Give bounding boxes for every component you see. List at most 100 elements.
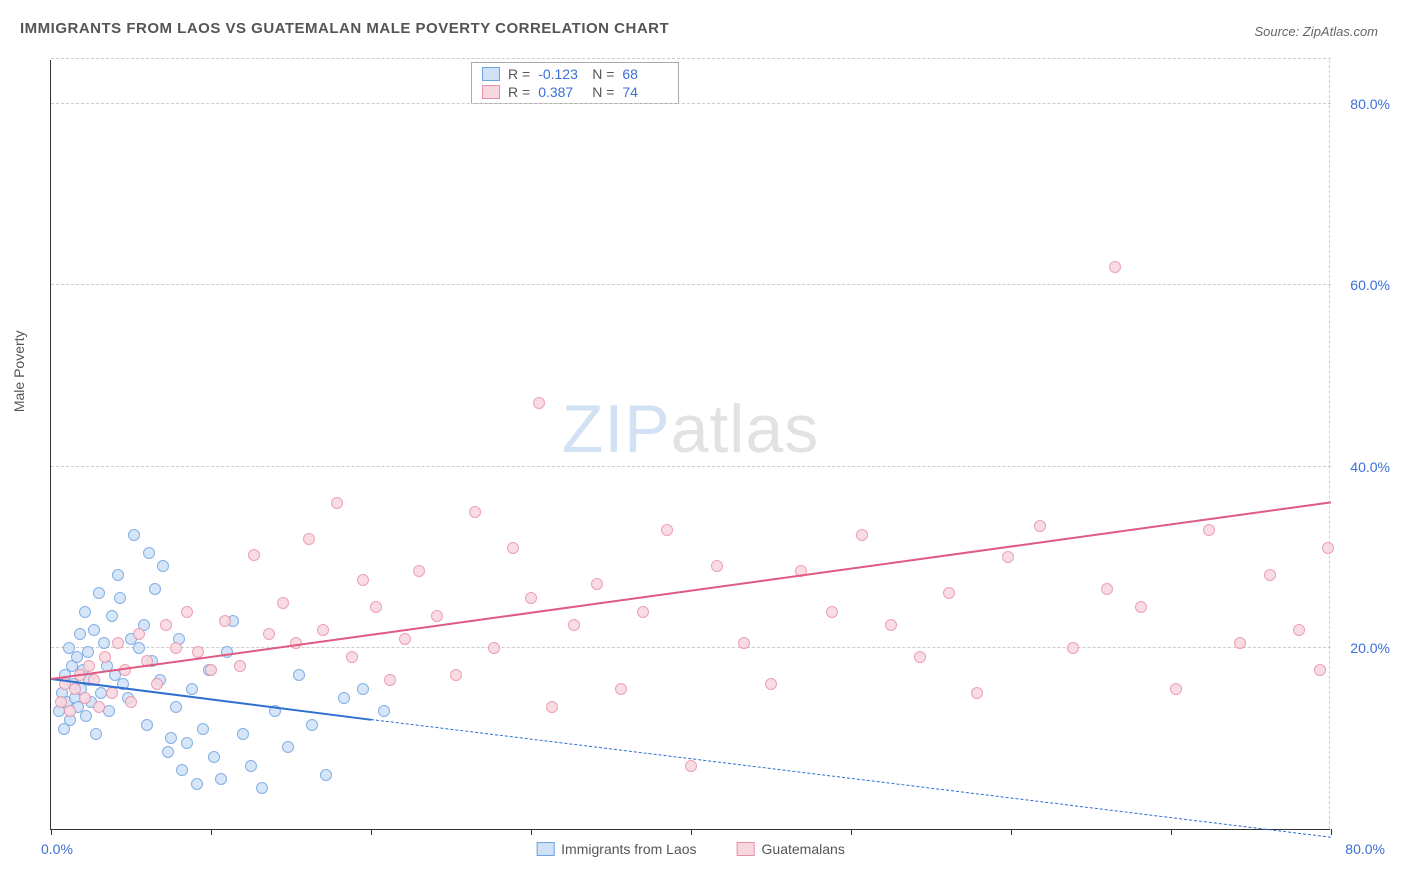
bottom-legend: Immigrants from Laos Guatemalans (536, 841, 845, 857)
scatter-point (114, 592, 126, 604)
legend-label: Guatemalans (762, 841, 845, 857)
scatter-point (99, 651, 111, 663)
scatter-point (143, 547, 155, 559)
scatter-point (320, 769, 332, 781)
x-tick (1011, 829, 1012, 835)
scatter-point (1101, 583, 1113, 595)
scatter-point (277, 597, 289, 609)
x-axis-max-label: 80.0% (1345, 841, 1385, 857)
scatter-point (317, 624, 329, 636)
scatter-point (237, 728, 249, 740)
stats-n-value: 74 (622, 84, 668, 100)
scatter-point (685, 760, 697, 772)
scatter-point (98, 637, 110, 649)
scatter-point (525, 592, 537, 604)
scatter-point (885, 619, 897, 631)
scatter-point (186, 683, 198, 695)
scatter-point (282, 741, 294, 753)
scatter-point (306, 719, 318, 731)
scatter-point (303, 533, 315, 545)
scatter-point (95, 687, 107, 699)
scatter-point (170, 701, 182, 713)
scatter-point (197, 723, 209, 735)
scatter-point (856, 529, 868, 541)
scatter-point (357, 683, 369, 695)
scatter-point (826, 606, 838, 618)
scatter-point (1067, 642, 1079, 654)
stats-r-value: -0.123 (538, 66, 584, 82)
stats-n-label: N = (592, 84, 614, 100)
scatter-point (181, 606, 193, 618)
scatter-point (64, 705, 76, 717)
scatter-point (469, 506, 481, 518)
scatter-point (568, 619, 580, 631)
scatter-point (263, 628, 275, 640)
scatter-point (765, 678, 777, 690)
swatch-icon (482, 85, 500, 99)
scatter-point (1322, 542, 1334, 554)
scatter-point (125, 696, 137, 708)
scatter-point (943, 587, 955, 599)
scatter-point (141, 719, 153, 731)
stats-row: R = -0.123 N = 68 (472, 65, 678, 83)
x-tick (851, 829, 852, 835)
scatter-point (106, 610, 118, 622)
scatter-point (208, 751, 220, 763)
scatter-point (615, 683, 627, 695)
gridline (51, 466, 1331, 467)
scatter-point (1293, 624, 1305, 636)
watermark-zip: ZIP (562, 391, 671, 467)
scatter-point (591, 578, 603, 590)
scatter-point (79, 606, 91, 618)
scatter-point (507, 542, 519, 554)
gridline (51, 58, 1331, 59)
chart-title: IMMIGRANTS FROM LAOS VS GUATEMALAN MALE … (20, 20, 669, 37)
gridline (51, 647, 1331, 648)
x-tick (51, 829, 52, 835)
swatch-icon (482, 67, 500, 81)
scatter-point (151, 678, 163, 690)
watermark-atlas: atlas (671, 391, 820, 467)
watermark: ZIPatlas (562, 390, 819, 468)
stats-r-label: R = (508, 84, 530, 100)
scatter-point (191, 778, 203, 790)
scatter-point (133, 628, 145, 640)
scatter-point (93, 587, 105, 599)
scatter-point (245, 760, 257, 772)
scatter-point (431, 610, 443, 622)
y-tick-label: 40.0% (1335, 459, 1390, 475)
scatter-point (370, 601, 382, 613)
scatter-point (488, 642, 500, 654)
scatter-point (165, 732, 177, 744)
scatter-point (157, 560, 169, 572)
scatter-point (1264, 569, 1276, 581)
legend-item: Immigrants from Laos (536, 841, 696, 857)
x-tick (531, 829, 532, 835)
scatter-point (83, 660, 95, 672)
scatter-point (93, 701, 105, 713)
stats-n-label: N = (592, 66, 614, 82)
scatter-point (971, 687, 983, 699)
scatter-point (90, 728, 102, 740)
scatter-point (1234, 637, 1246, 649)
scatter-point (914, 651, 926, 663)
scatter-point (215, 773, 227, 785)
scatter-point (338, 692, 350, 704)
scatter-point (384, 674, 396, 686)
scatter-point (80, 710, 92, 722)
y-tick-label: 80.0% (1335, 96, 1390, 112)
scatter-point (248, 549, 260, 561)
scatter-point (88, 624, 100, 636)
scatter-point (181, 737, 193, 749)
y-tick-label: 20.0% (1335, 640, 1390, 656)
plot-right-border (1329, 60, 1330, 829)
scatter-point (170, 642, 182, 654)
swatch-icon (536, 842, 554, 856)
stats-r-label: R = (508, 66, 530, 82)
stats-box: R = -0.123 N = 68 R = 0.387 N = 74 (471, 62, 679, 104)
scatter-point (1314, 664, 1326, 676)
swatch-icon (737, 842, 755, 856)
scatter-point (162, 746, 174, 758)
scatter-point (637, 606, 649, 618)
scatter-point (378, 705, 390, 717)
